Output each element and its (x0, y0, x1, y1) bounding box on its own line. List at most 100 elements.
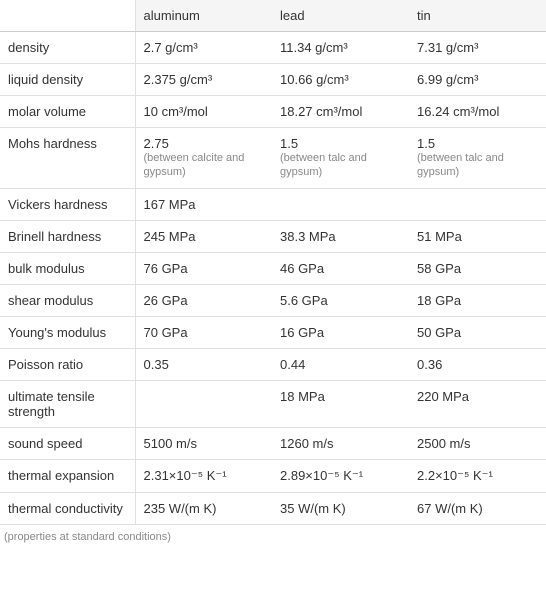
cell-value: 51 MPa (417, 229, 462, 244)
cell-value: 7.31 g/cm³ (417, 40, 478, 55)
property-name: Young's modulus (0, 316, 135, 348)
cell-value: 46 GPa (280, 261, 324, 276)
cell-tin: 2.2×10⁻⁵ K⁻¹ (409, 459, 546, 492)
cell-value: 0.36 (417, 357, 442, 372)
table-row: thermal expansion 2.31×10⁻⁵ K⁻¹ 2.89×10⁻⁵ … (0, 459, 546, 492)
cell-lead (272, 188, 409, 220)
cell-tin: 18 GPa (409, 284, 546, 316)
table-row: thermal conductivity 235 W/(m K) 35 W/(m K… (0, 492, 546, 524)
cell-aluminum: 2.375 g/cm³ (135, 64, 272, 96)
cell-value: 167 MPa (144, 197, 196, 212)
cell-aluminum: 10 cm³/mol (135, 96, 272, 128)
table-row: Poisson ratio 0.35 0.44 0.36 (0, 348, 546, 380)
cell-aluminum (135, 380, 272, 427)
cell-aluminum: 5100 m/s (135, 427, 272, 459)
cell-lead: 46 GPa (272, 252, 409, 284)
cell-aluminum: 2.31×10⁻⁵ K⁻¹ (135, 459, 272, 492)
cell-value: 2500 m/s (417, 436, 470, 451)
cell-value: 2.89×10⁻⁵ K⁻¹ (280, 468, 363, 483)
cell-value: 245 MPa (144, 229, 196, 244)
property-name: thermal conductivity (0, 492, 135, 524)
property-name: thermal expansion (0, 459, 135, 492)
cell-lead: 0.44 (272, 348, 409, 380)
cell-value: 5100 m/s (144, 436, 197, 451)
cell-value: 2.31×10⁻⁵ K⁻¹ (144, 468, 227, 483)
property-name: molar volume (0, 96, 135, 128)
cell-lead: 11.34 g/cm³ (272, 32, 409, 64)
table-row: molar volume 10 cm³/mol 18.27 cm³/mol 16.24… (0, 96, 546, 128)
cell-aluminum: 2.7 g/cm³ (135, 32, 272, 64)
cell-tin: 6.99 g/cm³ (409, 64, 546, 96)
cell-lead: 18.27 cm³/mol (272, 96, 409, 128)
cell-lead: 1260 m/s (272, 427, 409, 459)
cell-value: 67 W/(m K) (417, 501, 483, 516)
properties-table: aluminum lead tin density2.7 g/cm³11.34 … (0, 0, 546, 525)
cell-value: 235 W/(m K) (144, 501, 217, 516)
cell-aluminum: 2.75(between calcite and gypsum) (135, 128, 272, 189)
property-name: liquid density (0, 64, 135, 96)
cell-value: 6.99 g/cm³ (417, 72, 478, 87)
cell-note: (between talc and gypsum) (280, 151, 401, 180)
cell-aluminum: 76 GPa (135, 252, 272, 284)
cell-lead: 35 W/(m K) (272, 492, 409, 524)
cell-value: 18.27 cm³/mol (280, 104, 362, 119)
cell-value: 2.2×10⁻⁵ K⁻¹ (417, 468, 493, 483)
cell-value: 18 MPa (280, 389, 325, 404)
cell-lead: 10.66 g/cm³ (272, 64, 409, 96)
table-row: bulk modulus 76 GPa 46 GPa 58 GPa (0, 252, 546, 284)
cell-tin: 1.5(between talc and gypsum) (409, 128, 546, 189)
cell-tin: 2500 m/s (409, 427, 546, 459)
cell-lead: 38.3 MPa (272, 220, 409, 252)
cell-aluminum: 70 GPa (135, 316, 272, 348)
cell-lead: 18 MPa (272, 380, 409, 427)
table-row: Mohs hardness2.75(between calcite and gy… (0, 128, 546, 189)
cell-tin: 7.31 g/cm³ (409, 32, 546, 64)
table-row: ultimate tensile strength18 MPa220 MPa (0, 380, 546, 427)
cell-aluminum: 245 MPa (135, 220, 272, 252)
cell-tin (409, 188, 546, 220)
property-name: Poisson ratio (0, 348, 135, 380)
property-name: Mohs hardness (0, 128, 135, 189)
property-name: bulk modulus (0, 252, 135, 284)
table-row: Brinell hardness 245 MPa 38.3 MPa 51 MPa (0, 220, 546, 252)
table-row: density2.7 g/cm³11.34 g/cm³7.31 g/cm³ (0, 32, 546, 64)
cell-tin: 51 MPa (409, 220, 546, 252)
cell-value: 1260 m/s (280, 436, 333, 451)
cell-value: 0.44 (280, 357, 305, 372)
cell-aluminum: 235 W/(m K) (135, 492, 272, 524)
cell-tin: 0.36 (409, 348, 546, 380)
cell-value: 5.6 GPa (280, 293, 328, 308)
property-name: ultimate tensile strength (0, 380, 135, 427)
table-row: shear modulus26 GPa5.6 GPa18 GPa (0, 284, 546, 316)
cell-value: 26 GPa (144, 293, 188, 308)
cell-value: 50 GPa (417, 325, 461, 340)
property-name: Brinell hardness (0, 220, 135, 252)
cell-tin: 58 GPa (409, 252, 546, 284)
cell-value: 16 GPa (280, 325, 324, 340)
cell-value: 16.24 cm³/mol (417, 104, 499, 119)
header-tin: tin (409, 0, 546, 32)
cell-value: 0.35 (144, 357, 169, 372)
cell-value: 1.5 (417, 136, 435, 151)
cell-aluminum: 167 MPa (135, 188, 272, 220)
header-lead: lead (272, 0, 409, 32)
cell-tin: 16.24 cm³/mol (409, 96, 546, 128)
cell-lead: 5.6 GPa (272, 284, 409, 316)
cell-lead: 1.5(between talc and gypsum) (272, 128, 409, 189)
cell-note: (between calcite and gypsum) (144, 151, 265, 180)
cell-value: 2.75 (144, 136, 169, 151)
property-name: sound speed (0, 427, 135, 459)
table-row: Vickers hardness167 MPa (0, 188, 546, 220)
table-row: sound speed 5100 m/s 1260 m/s 2500 m/s (0, 427, 546, 459)
cell-tin: 50 GPa (409, 316, 546, 348)
cell-value: 58 GPa (417, 261, 461, 276)
cell-value: 76 GPa (144, 261, 188, 276)
cell-lead: 16 GPa (272, 316, 409, 348)
cell-value: 10.66 g/cm³ (280, 72, 349, 87)
cell-value: 2.7 g/cm³ (144, 40, 198, 55)
table-header-row: aluminum lead tin (0, 0, 546, 32)
table-row: Young's modulus70 GPa 16 GPa 50 GPa (0, 316, 546, 348)
cell-lead: 2.89×10⁻⁵ K⁻¹ (272, 459, 409, 492)
cell-value: 10 cm³/mol (144, 104, 208, 119)
cell-aluminum: 26 GPa (135, 284, 272, 316)
